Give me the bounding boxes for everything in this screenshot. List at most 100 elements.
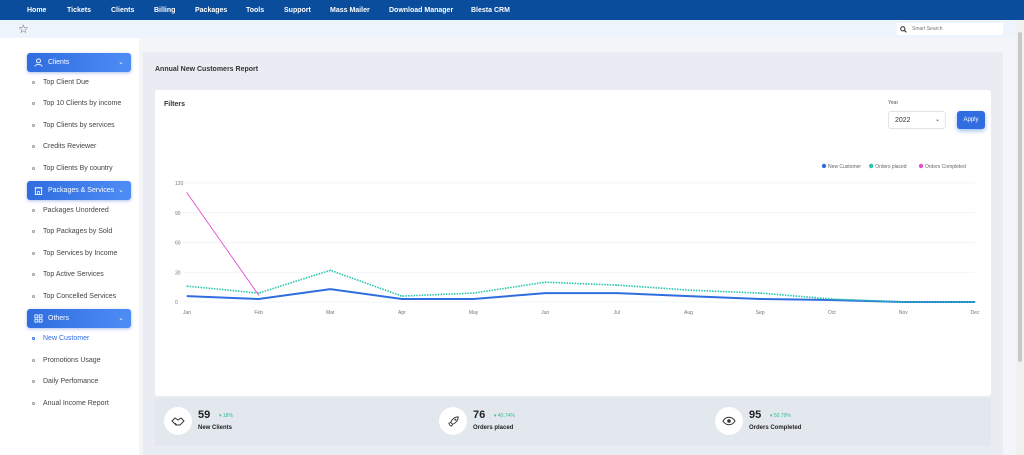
- x-tick-label: Mar: [326, 310, 335, 316]
- sidebar-item-packages-unordered[interactable]: Packages Unordered: [32, 207, 109, 214]
- sidebar: Clients ⌄ Top Client Due Top 10 Clients …: [0, 38, 139, 455]
- page-title: Annual New Customers Report: [155, 66, 259, 73]
- bullet-icon: [32, 359, 35, 362]
- section-packages-label: Packages & Services: [48, 187, 115, 194]
- stat-label: New Clients: [198, 425, 233, 431]
- report-card: Filters Year 2022 ⌄ Apply 0 30 60 90 120 Jan F…: [155, 90, 991, 396]
- bullet-icon: [32, 402, 35, 405]
- scrollbar-thumb[interactable]: [1018, 32, 1022, 362]
- data-point: [472, 292, 475, 294]
- sidebar-item-top-active-services[interactable]: Top Active Services: [32, 271, 104, 278]
- section-clients-button[interactable]: Clients ⌄: [27, 53, 131, 72]
- nav-support[interactable]: Support: [284, 6, 311, 14]
- bullet-icon: [32, 81, 35, 84]
- nav-home[interactable]: Home: [27, 6, 47, 14]
- data-point: [258, 298, 260, 300]
- bullet-icon: [32, 337, 35, 340]
- eye-icon: [715, 407, 743, 435]
- sidebar-item-promotions-usage[interactable]: Promotions Usage: [32, 357, 101, 364]
- stat-change: ▾ 50.79%: [770, 413, 791, 419]
- x-tick-label: Apr: [398, 310, 406, 316]
- sidebar-item-label: New Customer: [43, 335, 90, 342]
- building-icon: [33, 186, 43, 196]
- nav-packages[interactable]: Packages: [195, 6, 228, 14]
- data-point: [616, 284, 618, 286]
- sidebar-item-label: Top Clients By country: [43, 165, 113, 172]
- nav-download-manager[interactable]: Download Manager: [389, 6, 454, 14]
- top-navigation: Home Tickets Clients Billing Packages To…: [0, 0, 1024, 20]
- sidebar-item-label: Top 10 Clients by income: [43, 100, 122, 107]
- year-select[interactable]: 2022 ⌄: [888, 111, 946, 129]
- legend-marker: [918, 163, 924, 169]
- legend-label: Orders Completed: [925, 164, 966, 170]
- nav-billing[interactable]: Billing: [154, 6, 176, 14]
- star-icon[interactable]: ☆: [18, 22, 29, 36]
- y-tick-label: 0: [175, 300, 178, 306]
- sidebar-item-top-packages-sold[interactable]: Top Packages by Sold: [32, 228, 112, 235]
- nav-tools[interactable]: Tools: [246, 6, 265, 14]
- sidebar-item-label: Credits Reviewer: [43, 143, 97, 150]
- search-box[interactable]: [897, 23, 1003, 35]
- apply-button[interactable]: Apply: [957, 111, 985, 129]
- data-point: [258, 294, 260, 296]
- bullet-icon: [32, 209, 35, 212]
- filters-title: Filters: [164, 101, 186, 108]
- grid-icon: [33, 314, 43, 324]
- sidebar-item-new-customer[interactable]: New Customer: [32, 335, 89, 342]
- data-point: [472, 298, 475, 300]
- sidebar-item-top-clients-country[interactable]: Top Clients By country: [32, 165, 113, 172]
- data-point: [544, 281, 546, 283]
- data-point: [831, 298, 833, 300]
- sidebar-item-top-clients-services[interactable]: Top Clients by services: [32, 122, 115, 129]
- year-select-value: 2022: [895, 116, 911, 124]
- sub-bar: ☆: [0, 20, 1016, 38]
- y-tick-label: 60: [175, 241, 181, 247]
- sidebar-item-label: Top Packages by Sold: [43, 228, 113, 235]
- data-point: [759, 298, 761, 300]
- legend-label: Orders placed: [875, 164, 907, 170]
- x-tick-label: Sep: [756, 310, 765, 316]
- sidebar-item-top-client-due[interactable]: Top Client Due: [32, 79, 89, 86]
- sidebar-item-label: Packages Unordered: [43, 207, 109, 214]
- data-point: [186, 192, 188, 194]
- stat-value: 95: [749, 409, 762, 421]
- sidebar-item-label: Anual Income Report: [43, 400, 109, 407]
- x-tick-label: Jul: [614, 310, 620, 316]
- bullet-icon: [32, 273, 35, 276]
- sidebar-item-label: Top Services by Income: [43, 250, 118, 257]
- sidebar-item-top-services-income[interactable]: Top Services by Income: [32, 250, 117, 257]
- nav-blesta-crm[interactable]: Blesta CRM: [471, 6, 510, 14]
- sidebar-item-label: Top Client Due: [43, 79, 89, 86]
- y-tick-label: 30: [175, 270, 181, 276]
- nav-tickets[interactable]: Tickets: [67, 6, 91, 14]
- sidebar-item-credits-reviewer[interactable]: Credits Reviewer: [32, 143, 96, 150]
- sidebar-item-top-cancelled-services[interactable]: Top Concelled Services: [32, 293, 116, 300]
- sidebar-item-top-10-clients[interactable]: Top 10 Clients by income: [32, 100, 121, 107]
- series-line: [186, 192, 259, 296]
- y-tick-label: 90: [175, 211, 181, 217]
- sidebar-item-label: Top Active Services: [43, 271, 104, 278]
- chevron-down-icon: ⌄: [118, 187, 124, 194]
- x-tick-label: Nov: [899, 310, 908, 316]
- x-tick-label: Oct: [828, 310, 836, 316]
- stat-value: 59: [198, 409, 211, 421]
- sidebar-item-daily-performance[interactable]: Daily Perfomance: [32, 378, 98, 385]
- rocket-icon: [439, 407, 467, 435]
- data-point: [759, 292, 761, 294]
- section-packages-button[interactable]: Packages & Services ⌄: [27, 181, 131, 200]
- nav-clients[interactable]: Clients: [111, 6, 135, 14]
- stat-change-value: 18%: [222, 413, 233, 419]
- stats-bar: 59 ▾ 18% New Clients 76 ▾ 40.74% Orders …: [155, 398, 991, 446]
- page-scrollbar[interactable]: [1016, 20, 1024, 455]
- legend-marker: [869, 163, 874, 169]
- search-input[interactable]: [909, 26, 999, 32]
- sidebar-item-annual-income[interactable]: Anual Income Report: [32, 400, 109, 407]
- x-tick-label: Dec: [971, 310, 980, 316]
- section-others-button[interactable]: Others ⌄: [27, 309, 131, 328]
- user-icon: [33, 58, 43, 68]
- bullet-icon: [32, 167, 35, 170]
- chevron-down-icon: ⌄: [118, 315, 124, 322]
- nav-mass-mailer[interactable]: Mass Mailer: [330, 6, 370, 14]
- data-point: [186, 295, 188, 297]
- stat-change-value: 50.79%: [773, 413, 791, 419]
